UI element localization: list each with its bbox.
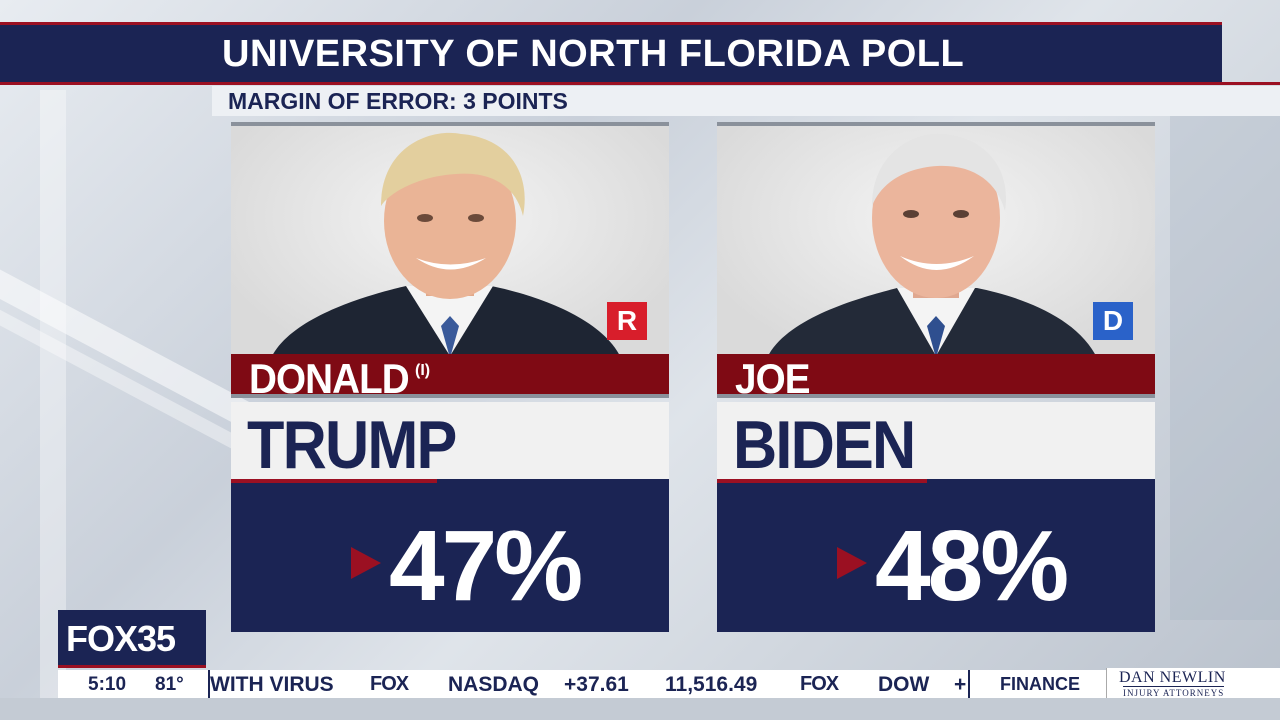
vote-share-fill — [717, 479, 928, 483]
candidate-photo: D — [717, 122, 1155, 354]
ticker-item: 11,516.49 — [665, 673, 758, 696]
time-weather-box: 5:10 81° — [58, 670, 210, 698]
background-streak — [1170, 100, 1280, 620]
incumbent-marker: (I) — [415, 362, 431, 379]
poll-percentage: 48% — [875, 510, 1069, 622]
temperature: 81° — [155, 674, 184, 695]
last-name-bar: BIDEN — [717, 402, 1155, 483]
station-logo: FOX35 — [58, 610, 206, 668]
sponsor-name: DAN NEWLIN — [1119, 669, 1226, 686]
ticker-fox-logo: FOX — [370, 673, 409, 695]
party-badge-democrat: D — [1093, 302, 1133, 340]
margin-of-error-bar: MARGIN OF ERROR: 3 POINTS — [212, 86, 1280, 116]
last-name: TRUMP — [247, 407, 457, 483]
candidate-photo: R — [231, 122, 669, 354]
poll-percentage: 47% — [389, 510, 583, 622]
sponsor-subtitle: INJURY ATTORNEYS — [1123, 686, 1225, 698]
ticker-item: DOW — [878, 673, 930, 696]
ticker-item: NASDAQ — [448, 673, 540, 696]
first-name-bar: JOE — [717, 354, 1155, 402]
last-name-bar: TRUMP — [231, 402, 669, 483]
ticker-category-label: FINANCE — [1000, 674, 1080, 694]
title-divider — [0, 82, 1280, 85]
first-name: JOE — [735, 355, 810, 402]
biden-portrait-icon — [769, 133, 1095, 354]
first-name: DONALD — [249, 355, 410, 402]
last-name: BIDEN — [733, 407, 916, 483]
ticker-fox-logo: FOX — [800, 673, 839, 695]
ticker-item: + — [954, 673, 967, 696]
vote-share-fill — [231, 479, 437, 483]
triangle-pointer-icon — [837, 547, 867, 579]
sponsor-logo: DAN NEWLIN INJURY ATTORNEYS — [1106, 668, 1280, 700]
first-name-bar: DONALD (I) — [231, 354, 669, 402]
bottom-band — [0, 698, 1280, 720]
ticker-item: +37.61 — [564, 673, 629, 696]
triangle-pointer-icon — [351, 547, 381, 579]
candidate-card-biden: D JOE BIDEN 48% — [717, 122, 1155, 632]
candidate-card-trump: R DONALD (I) TRUMP 47% — [231, 122, 669, 632]
title-bar: UNIVERSITY OF NORTH FLORIDA POLL — [0, 22, 1222, 82]
poll-title: UNIVERSITY OF NORTH FLORIDA POLL — [222, 33, 965, 75]
vote-share-bar — [717, 479, 1155, 483]
vote-share-bar — [231, 479, 669, 483]
clock-time: 5:10 — [88, 674, 127, 695]
percent-box: 47% — [231, 483, 669, 632]
party-badge-republican: R — [607, 302, 647, 340]
percent-box: 48% — [717, 483, 1155, 632]
margin-of-error-text: MARGIN OF ERROR: 3 POINTS — [228, 88, 568, 114]
trump-portrait-icon — [273, 132, 619, 354]
station-logo-text: FOX35 — [66, 618, 176, 659]
ticker-category: FINANCE — [968, 670, 1108, 698]
news-ticker: WITH VIRUS FOX NASDAQ +37.61 11,516.49 F… — [210, 670, 1280, 698]
ticker-item: WITH VIRUS — [210, 673, 334, 696]
